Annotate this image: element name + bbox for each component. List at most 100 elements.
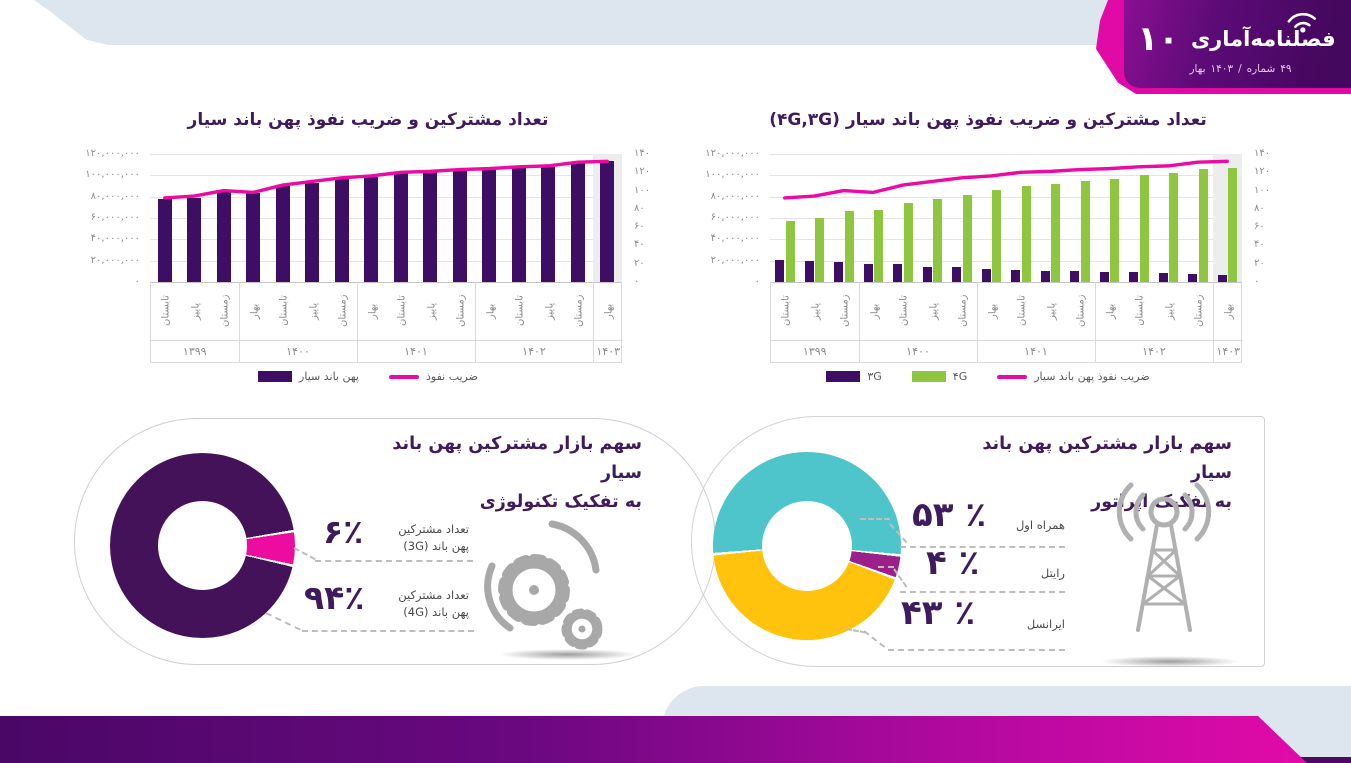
legend-line-swatch [997,374,1028,379]
header-banner: ۱۰ فصلنامه‌آماری بهار ۱۴۰۳ / شماره ۴۹ [1124,0,1351,88]
grid-line [770,154,1242,155]
year-group: بهار تابستان پاییز زمستان ۱۴۰۲ [1095,282,1214,362]
bar-۴G [1110,178,1119,282]
season-label: پاییز [307,302,319,320]
y-axis-right-label: ۱۲۰ [634,166,651,178]
season-label: تابستان [396,295,408,327]
panel-operator-share [691,416,1265,667]
bar-۳G [1011,269,1020,282]
dashed-leader [878,566,894,568]
donut-tech-title: سهم بازار مشترکین پهن باند سیار به تفکیک… [350,430,642,517]
y-axis-right-label: ۱۴۰ [1254,148,1271,159]
top-decoration-band [34,0,1138,45]
legend-rect-swatch [826,371,861,382]
legend-label: پهن باند سیار [299,370,359,383]
dashed-underline [302,630,474,632]
bar-۴G [962,194,972,282]
y-axis-right-label: ۱۴۰ [634,148,651,159]
slice-label: تعداد مشترکین پهن باند (3G) [383,521,469,556]
bar-۳G [804,260,814,282]
season-label: بهار [1222,303,1234,319]
bar-۳G [952,267,961,282]
season-row: بهار تابستان پاییز زمستان [476,282,593,340]
chart-total-title-text: تعداد مشترکین و ضریب نفوذ پهن باند سیار [187,110,549,130]
bar-۴G [1080,180,1090,282]
legend-item: ۴G [911,370,967,383]
x-axis-band: تابستان پاییز زمستان ۱۳۹۹ بهار تابستان پاییز زم… [770,282,1243,363]
bar-پهن باند سیار [511,167,526,282]
penetration-line [783,159,1229,200]
bar-پهن باند سیار [364,177,379,282]
season-row: بهار تابستان پاییز زمستان [1096,282,1213,340]
chart-legend: ضریب نفوذ پهن باند سیار [68,370,668,383]
donut-tech-title-line1: سهم بازار مشترکین پهن باند سیار [392,434,642,483]
subtitle-year: ۱۴۰۳ [1210,63,1234,75]
logo-title: فصلنامه‌آماری [1190,27,1336,51]
season-label: زمستان [1075,294,1087,328]
season-label: تابستان [1134,295,1146,327]
legend-line-swatch [388,374,419,379]
season-label: بهار [1104,303,1116,319]
season-label: بهار [986,303,998,319]
season-label: تابستان [1016,295,1028,327]
bar-۳G [834,261,843,282]
bar-۴G [933,198,942,282]
chart-total-subscribers: تعداد مشترکین و ضریب نفوذ پهن باند سیار … [68,108,668,408]
season-label: زمستان [1193,294,1205,328]
grid-line [770,196,1242,198]
bar-پهن باند سیار [187,197,202,282]
legend-label: ضریب نفوذ [425,370,478,383]
slice-label: تعداد مشترکین پهن باند (4G) [383,587,469,622]
grid-line [150,218,622,219]
year-group: بهار تابستان پاییز زمستان ۱۴۰۲ [475,282,594,362]
bar-۴G [874,210,883,282]
season-label: زمستان [957,294,969,328]
donut-tech-title-line2: به تفکیک تکنولوژی [479,491,642,512]
season-label: تابستان [780,295,792,327]
bar-۳G [893,264,902,282]
bar-پهن باند سیار [541,166,556,282]
y-axis-left-label: ۴۰,۰۰۰,۰۰۰ [710,233,760,245]
season-label: پاییز [543,302,555,320]
dashed-underline [315,560,473,562]
y-axis-left-label: ۶۰,۰۰۰,۰۰۰ [710,212,760,223]
grid-line [150,154,622,155]
bar-۴G [1139,175,1149,282]
y-axis-left-label: ۰ [754,276,760,287]
slice-label: ایرانسل [988,616,1065,633]
bar-۴G [992,190,1001,282]
year-label: ۱۴۰۱ [977,340,1095,362]
slice-label: همراه اول [993,517,1065,534]
x-axis-band: تابستان پاییز زمستان ۱۳۹۹ بهار تابستان پاییز زم… [150,282,623,363]
year-group: تابستان پاییز زمستان ۱۳۹۹ [771,282,860,362]
percent-value: ۴۳ ٪ [901,593,976,633]
gears-icon [484,520,603,650]
y-axis-right-label: ۰ [634,276,640,287]
bar-۳G [981,269,991,282]
y-axis-left-label: ۴۰,۰۰۰,۰۰۰ [90,233,140,245]
percent-value: ۴ ٪ [926,543,980,583]
slice-label-line: پهن باند (4G) [403,605,469,620]
donut-technology [110,453,295,638]
bar-۳G [1217,274,1227,282]
bar-۴G [1169,173,1178,282]
slice-label-line: تعداد مشترکین [398,522,469,536]
bar-پهن باند سیار [482,170,497,282]
year-label: ۱۴۰۰ [239,340,357,362]
footer-wave [0,716,1307,763]
season-label: پاییز [425,302,437,320]
bar-۴G [844,210,854,282]
grid-line [150,175,622,177]
bar-۳G [1099,271,1109,282]
y-axis-left-label: ۱۰۰,۰۰۰,۰۰۰ [705,169,760,181]
y-axis-left-label: ۲۰,۰۰۰,۰۰۰ [710,254,760,266]
chart-tech-title: تعداد مشترکین و ضریب نفوذ پهن باند سیار … [688,110,1288,130]
grid-line [770,175,1242,177]
bar-پهن باند سیار [157,198,172,282]
legend-label: ۳G [867,370,882,383]
year-label: ۱۳۹۹ [771,340,859,362]
year-label: ۱۴۰۲ [475,340,593,362]
bar-پهن باند سیار [452,170,467,282]
grid-line [770,239,1242,241]
